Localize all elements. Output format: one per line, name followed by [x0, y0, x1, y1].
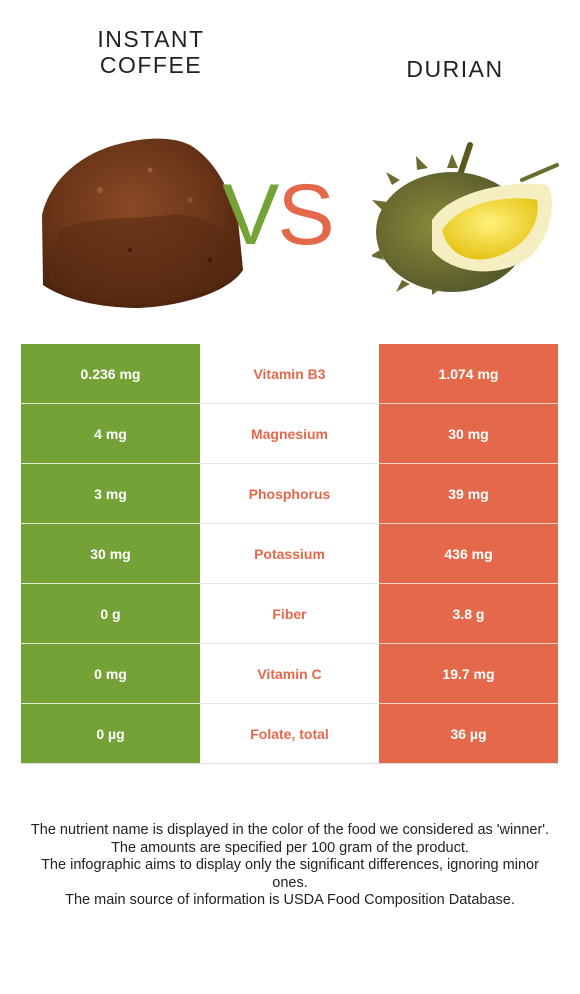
nutrient-name-cell: Fiber — [200, 584, 379, 644]
right-food-title: DURIAN — [406, 56, 504, 82]
footer-note: The infographic aims to display only the… — [41, 857, 539, 891]
nutrient-name-cell: Vitamin C — [200, 644, 379, 704]
instant-coffee-image — [42, 138, 243, 308]
right-value-cell: 19.7 mg — [379, 644, 558, 704]
left-value-cell: 0 mg — [21, 644, 200, 704]
nutrient-name-cell: Folate, total — [200, 704, 379, 764]
table-row: 30 mg Potassium 436 mg — [21, 524, 558, 584]
right-value-cell: 36 µg — [379, 704, 558, 764]
nutrient-comparison-table: 0.236 mg Vitamin B3 1.074 mg 4 mg Magnes… — [21, 344, 558, 764]
nutrient-name-cell: Potassium — [200, 524, 379, 584]
left-value-cell: 0.236 mg — [21, 344, 200, 404]
table-row: 4 mg Magnesium 30 mg — [21, 404, 558, 464]
left-value-cell: 3 mg — [21, 464, 200, 524]
durian-image — [372, 142, 559, 295]
vs-v-letter: V — [222, 167, 279, 263]
right-value-cell: 436 mg — [379, 524, 558, 584]
footer-note: The amounts are specified per 100 gram o… — [111, 839, 469, 856]
table-row: 0 mg Vitamin C 19.7 mg — [21, 644, 558, 704]
table-row: 3 mg Phosphorus 39 mg — [21, 464, 558, 524]
left-value-cell: 0 µg — [21, 704, 200, 764]
vs-s-letter: S — [277, 167, 334, 263]
nutrient-name-cell: Phosphorus — [200, 464, 379, 524]
right-value-cell: 3.8 g — [379, 584, 558, 644]
footer-note: The nutrient name is displayed in the co… — [30, 822, 550, 838]
left-value-cell: 0 g — [21, 584, 200, 644]
right-value-cell: 1.074 mg — [379, 344, 558, 404]
right-value-cell: 39 mg — [379, 464, 558, 524]
table-row: 0.236 mg Vitamin B3 1.074 mg — [21, 344, 558, 404]
left-value-cell: 4 mg — [21, 404, 200, 464]
table-row: 0 g Fiber 3.8 g — [21, 584, 558, 644]
nutrient-name-cell: Magnesium — [200, 404, 379, 464]
left-food-title: INSTANT COFFEE — [97, 26, 205, 78]
table-row: 0 µg Folate, total 36 µg — [21, 704, 558, 764]
nutrient-name-cell: Vitamin B3 — [200, 344, 379, 404]
footer-notes: The nutrient name is displayed in the co… — [30, 822, 550, 910]
vs-label: VS — [222, 165, 352, 265]
footer-note: The main source of information is USDA F… — [65, 892, 515, 908]
right-value-cell: 30 mg — [379, 404, 558, 464]
left-value-cell: 30 mg — [21, 524, 200, 584]
